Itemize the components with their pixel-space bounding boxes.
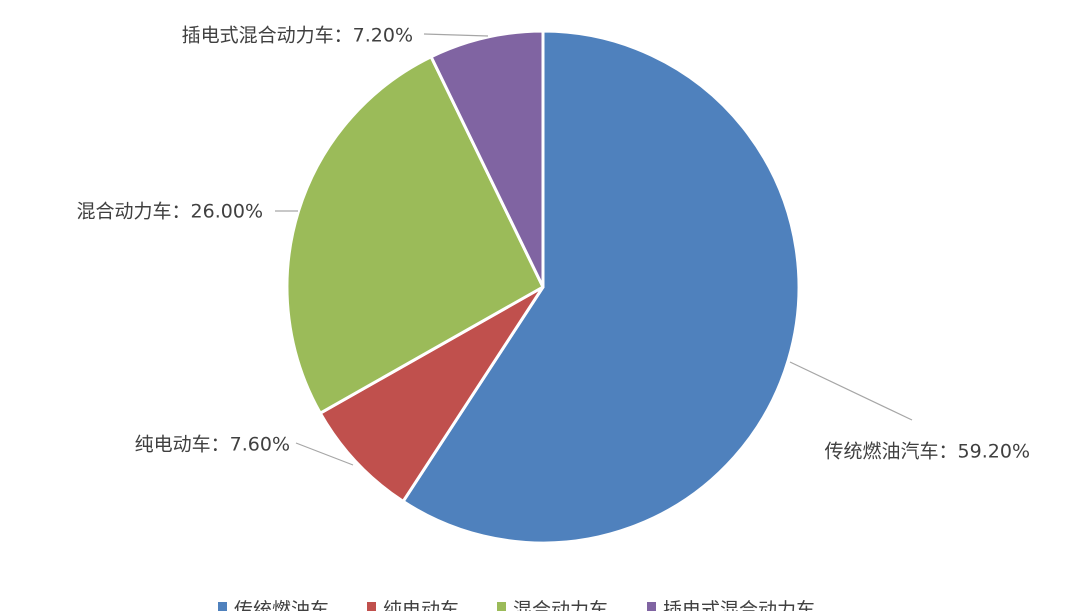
leader-line-plug-in-hybrid: [423, 33, 489, 37]
data-label-fuel-car: 传统燃油汽车：59.20%: [825, 441, 1030, 463]
leader-line-pure-ev: [295, 442, 354, 466]
pie-slice-pure-ev: [318, 285, 545, 503]
pie-slices: [285, 29, 801, 545]
data-label-hybrid: 混合动力车：26.00%: [77, 201, 263, 223]
leader-lines: [275, 33, 913, 466]
data-labels: 传统燃油汽车：59.20% 纯电动车：7.60% 混合动力车：26.00% 插电式混合…: [77, 25, 1030, 463]
data-label-plug-in-hybrid: 插电式混合动力车：7.20%: [182, 25, 413, 47]
legend-swatch-plug-in-hybrid: [647, 602, 656, 611]
leader-line-fuel-car: [789, 361, 913, 421]
pie-slice-plug-in-hybrid: [429, 29, 545, 289]
legend-label-fuel-car: 传统燃油车: [234, 599, 329, 611]
legend-swatch-fuel-car: [218, 602, 227, 611]
legend-label-plug-in-hybrid: 插电式混合动力车: [663, 599, 815, 611]
legend-swatch-pure-ev: [367, 602, 376, 611]
legend-label-pure-ev: 纯电动车: [383, 599, 459, 611]
legend: 传统燃油车 纯电动车 混合动力车 插电式混合动力车: [218, 599, 815, 615]
data-label-pure-ev: 纯电动车：7.60%: [135, 434, 290, 456]
pie-slice-fuel-car: [401, 29, 801, 545]
legend-label-hybrid: 混合动力车: [513, 599, 608, 611]
legend-swatch-hybrid: [497, 602, 506, 611]
pie-slice-hybrid: [285, 55, 545, 415]
